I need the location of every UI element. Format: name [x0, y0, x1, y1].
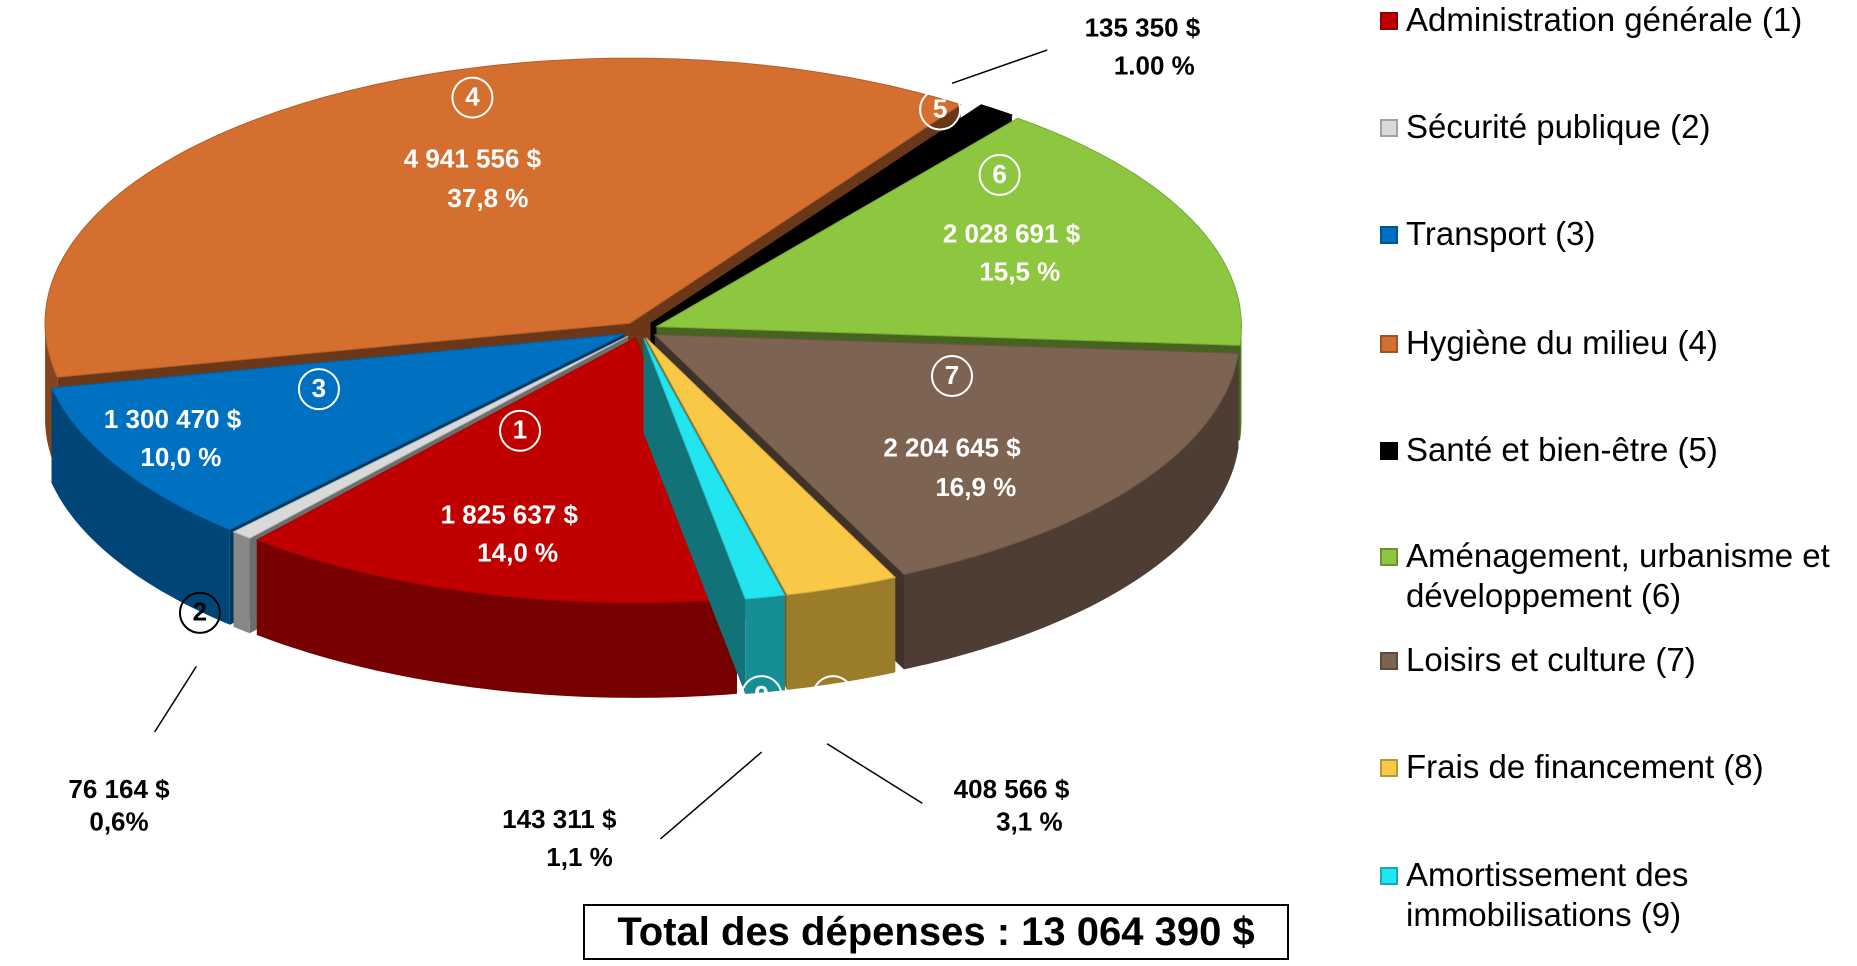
legend-swatch	[1380, 442, 1398, 460]
leader-line	[951, 49, 1048, 85]
slice	[643, 337, 786, 694]
percent-label: 16,9 %	[935, 472, 1016, 502]
legend-swatch	[1380, 335, 1398, 353]
slice-marker-circle	[812, 675, 854, 718]
slice-side	[745, 595, 785, 694]
slice-marker: 9	[754, 680, 768, 710]
percent-label: 0,6%	[89, 806, 148, 836]
slice-marker-circle	[499, 409, 542, 452]
slice-side	[51, 388, 230, 625]
slice-marker: 5	[933, 93, 947, 123]
legend-item: Amortissement des immobilisations (9)	[1378, 855, 1848, 935]
leader-line	[826, 743, 923, 804]
slice-side	[233, 531, 250, 634]
slice-marker: 8	[826, 680, 840, 710]
slice-side	[256, 540, 737, 698]
legend-swatch	[1380, 652, 1398, 670]
legend-label: Hygiène du milieu (4)	[1406, 324, 1718, 361]
leader-line	[659, 751, 763, 840]
percent-label: 15,5 %	[979, 257, 1060, 287]
slice-top	[44, 57, 962, 378]
legend-swatch	[1380, 226, 1398, 244]
slice-side	[1240, 327, 1242, 441]
slice-top	[643, 337, 786, 600]
slice-marker-circle	[740, 675, 783, 718]
percent-label: 14,0 %	[477, 537, 558, 567]
value-label: 2 204 645 $	[883, 433, 1021, 463]
value-label: 1 825 637 $	[441, 499, 579, 529]
legend-label: Amortissement des immobilisations (9)	[1406, 856, 1689, 933]
slice-marker-circle	[297, 368, 340, 411]
chart: 1 1 825 637 $ 14,0 % 2 76 164 $0,6% 3 1 300 47…	[44, 13, 1243, 872]
slice-top	[650, 104, 1014, 324]
slice-top	[255, 337, 738, 604]
value-label: 408 566 $	[954, 774, 1070, 804]
percent-label: 3,1 %	[996, 806, 1063, 836]
legend-label: Sécurité publique (2)	[1406, 108, 1711, 145]
value-label: 1 300 470 $	[104, 404, 242, 434]
slice-marker: 4	[465, 81, 480, 111]
slice-marker: 7	[945, 360, 959, 390]
slice-marker: 1	[513, 415, 527, 445]
slice-top	[50, 333, 625, 531]
percent-label: 1,1 %	[546, 842, 613, 872]
legend-item: Frais de financement (8)	[1378, 747, 1848, 787]
legend-item: Loisirs et culture (7)	[1378, 640, 1848, 680]
legend-swatch	[1380, 119, 1398, 137]
legend-item: Santé et bien-être (5)	[1378, 430, 1848, 470]
slice-marker-circle	[978, 153, 1021, 196]
slice-cut-face	[643, 338, 746, 694]
legend-label: Administration générale (1)	[1406, 1, 1803, 38]
legend-item: Hygiène du milieu (4)	[1378, 323, 1848, 363]
percent-label: 37,8 %	[447, 183, 528, 213]
legend-item: Transport (3)	[1378, 214, 1848, 254]
legend-item: Administration générale (1)	[1378, 0, 1848, 40]
slice-top	[232, 335, 629, 539]
value-label: 2 028 691 $	[943, 218, 1081, 248]
slice-top	[654, 117, 1243, 346]
legend-swatch	[1380, 759, 1398, 777]
legend-swatch	[1380, 548, 1398, 566]
slice-marker: 6	[992, 159, 1006, 189]
slice-marker: 2	[193, 597, 207, 627]
percent-label: 1.00 %	[1114, 51, 1195, 81]
leader-line	[154, 665, 197, 733]
slice-marker-circle	[451, 76, 494, 119]
slice-side	[904, 353, 1239, 670]
legend-label: Loisirs et culture (7)	[1406, 641, 1696, 678]
percent-label: 10,0 %	[140, 442, 221, 472]
value-label: 4 941 556 $	[404, 144, 542, 174]
value-label: 143 311 $	[502, 804, 617, 834]
slice-marker-circle	[931, 355, 973, 398]
legend-item: Sécurité publique (2)	[1378, 107, 1848, 147]
value-label: 76 164 $	[68, 774, 170, 804]
legend-swatch	[1380, 867, 1398, 885]
value-label: 135 350 $	[1085, 13, 1201, 43]
legend-swatch	[1380, 12, 1398, 30]
slice-marker-circle	[178, 591, 221, 634]
legend-label: Transport (3)	[1406, 215, 1596, 252]
legend-item: Aménagement, urbanisme et développement …	[1378, 536, 1848, 616]
slice-marker-circle	[919, 88, 962, 131]
legend-label: Frais de financement (8)	[1406, 748, 1764, 785]
legend-label: Santé et bien-être (5)	[1406, 431, 1718, 468]
slice-side	[787, 577, 896, 690]
total-label: Total des dépenses : 13 064 390 $	[583, 904, 1289, 960]
legend-label: Aménagement, urbanisme et développement …	[1406, 537, 1830, 614]
slice-top	[653, 334, 1239, 575]
slice-marker: 3	[312, 373, 326, 403]
slice-top	[645, 337, 897, 596]
